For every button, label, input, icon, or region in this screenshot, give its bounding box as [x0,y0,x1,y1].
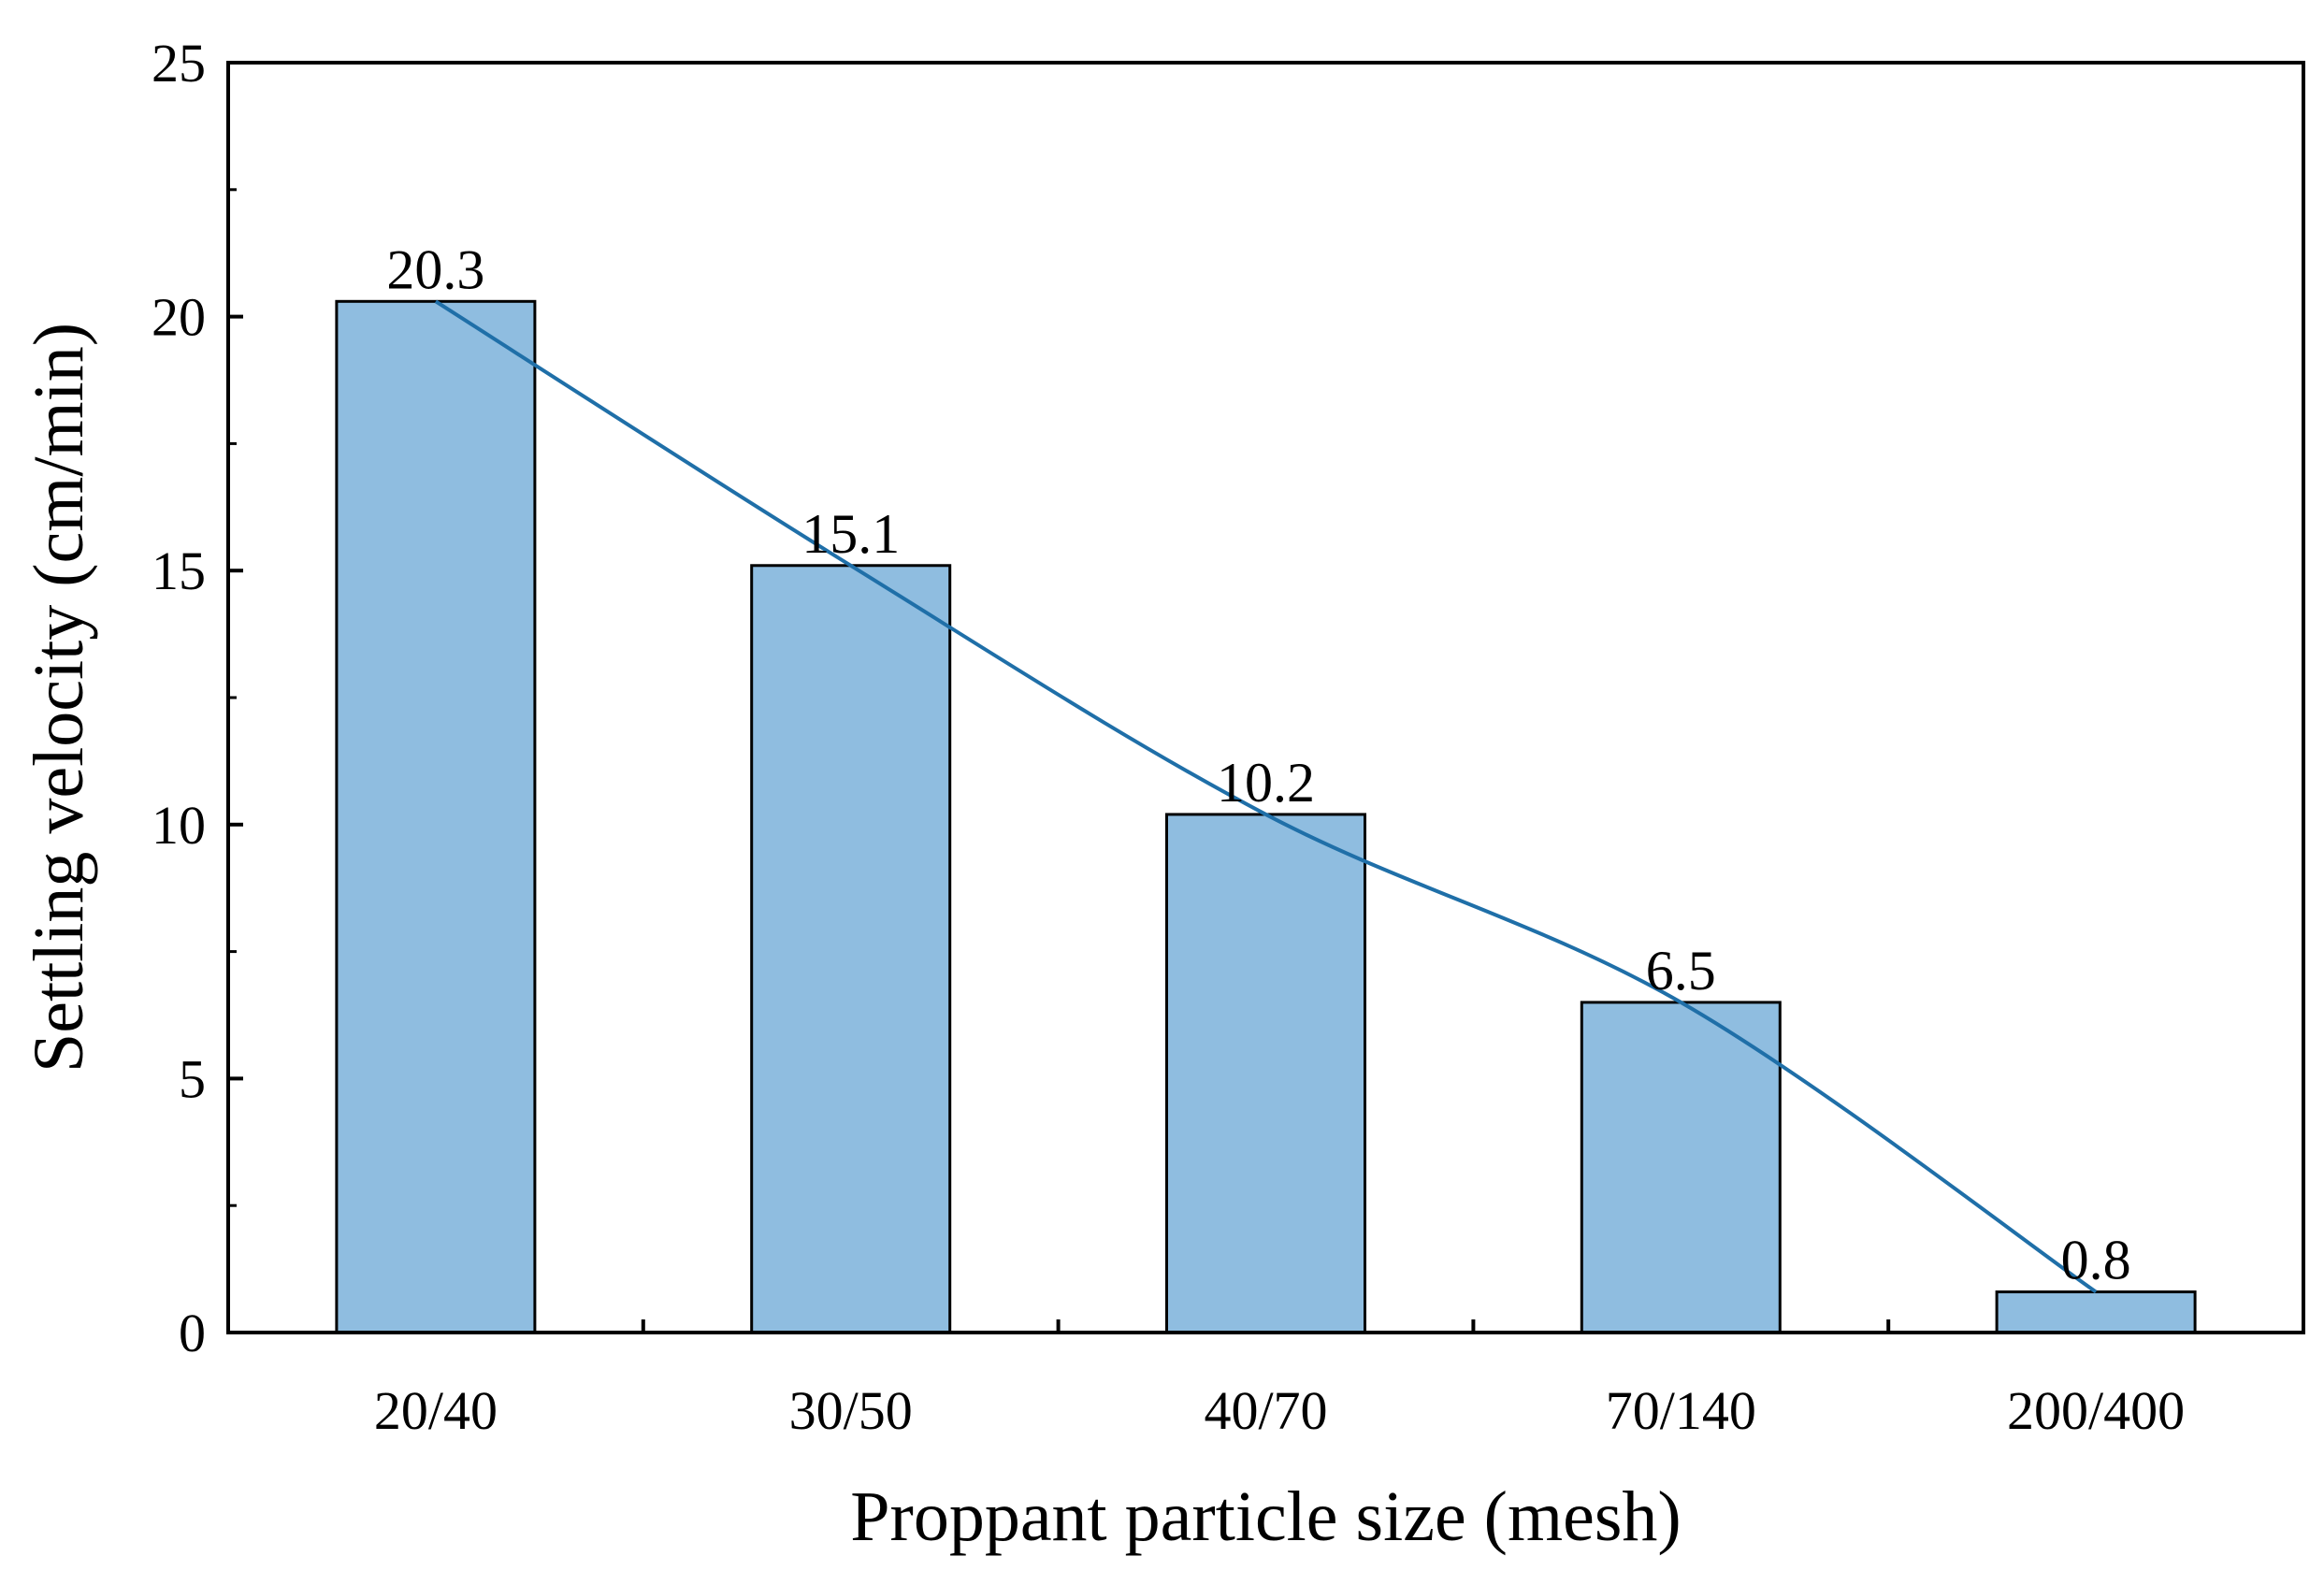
x-axis-title: Proppant particle size (mesh) [850,1477,1681,1556]
bars-layer [335,299,2197,1334]
x-tick-label: 20/40 [374,1380,498,1441]
x-tick-label: 70/140 [1606,1380,1756,1441]
bar-70-140 [1580,1001,1782,1334]
data-label: 10.2 [1217,752,1315,814]
axes-layer [226,61,2305,1334]
bar-40-70 [1165,813,1366,1334]
y-tick-label: 15 [152,540,206,601]
bar-30-50 [750,564,952,1334]
bar-200-400 [1995,1290,2197,1334]
labels-layer: 0 5 10 15 20 25 20/40 30/50 40/70 70/140 200/400 20… [20,33,2185,1556]
trend-line-layer [434,299,2098,1294]
data-label: 0.8 [2061,1230,2131,1291]
x-tick-label: 40/70 [1204,1380,1327,1441]
data-label: 20.3 [386,238,484,300]
y-tick-label: 0 [179,1303,206,1363]
x-tick-label: 200/400 [2007,1380,2185,1441]
trend-line [434,299,2098,1294]
x-tick-label: 30/50 [789,1380,913,1441]
y-tick-label: 25 [152,33,206,94]
data-label: 6.5 [1646,940,1716,1001]
y-tick-label: 5 [179,1048,206,1109]
y-axis-title: Settling velocity (cm/min) [20,323,98,1073]
bar-20-40 [335,299,537,1334]
y-tick-label: 20 [152,287,206,348]
data-label: 15.1 [801,503,900,565]
y-tick-label: 10 [152,795,206,856]
